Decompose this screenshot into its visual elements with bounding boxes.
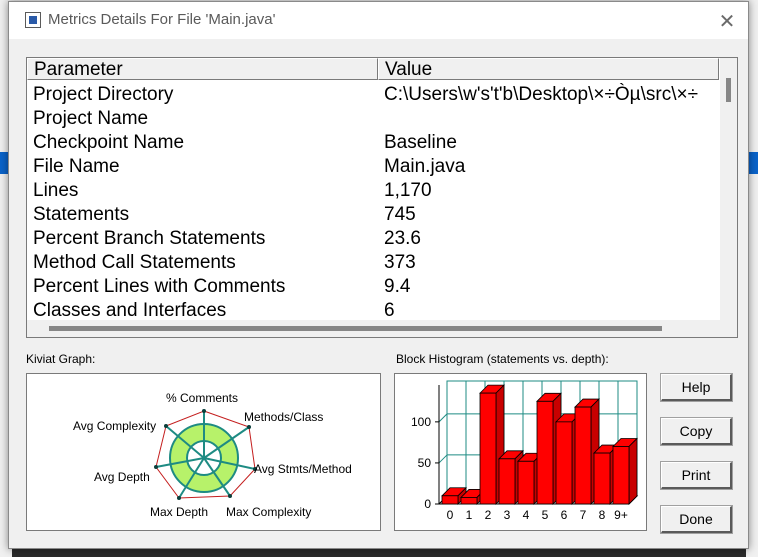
histogram-x-tick-label: 1 [466, 508, 473, 522]
histogram-y-tick-label: 100 [411, 415, 431, 429]
histogram-bar [498, 458, 516, 505]
table-row[interactable]: Checkpoint Name Baseline [27, 131, 719, 155]
kiviat-axis-label: Avg Depth [94, 470, 150, 484]
value-cell: Main.java [384, 156, 466, 177]
kiviat-spokes [155, 411, 256, 499]
histogram-bar [441, 495, 459, 505]
vertical-scrollbar[interactable] [720, 58, 737, 320]
kiviat-axis-label: Methods/Class [244, 410, 323, 424]
background-selected-row-left [0, 152, 10, 174]
value-cell: 6 [384, 300, 395, 321]
kiviat-axis-label: Avg Complexity [73, 419, 156, 433]
kiviat-label: Kiviat Graph: [26, 352, 96, 366]
histogram-bar [593, 452, 611, 505]
value-cell: 23.6 [384, 228, 421, 249]
window-icon [25, 12, 41, 28]
print-button[interactable]: Print [660, 461, 733, 490]
table-row[interactable]: Project Directory C:\Users\w's't'b\Deskto… [27, 83, 719, 107]
value-cell: Baseline [384, 132, 457, 153]
title-bar[interactable]: Metrics Details For File 'Main.java' ✕ [9, 2, 748, 39]
param-cell: File Name [33, 156, 120, 177]
spoke-methods-class [203, 426, 250, 459]
table-row[interactable]: Project Name [27, 107, 719, 131]
horizontal-scrollbar[interactable] [27, 320, 737, 337]
spoke-avg-depth [155, 457, 205, 468]
column-header-value[interactable]: Value [378, 58, 719, 80]
value-cell: 745 [384, 204, 416, 225]
kiviat-outline [155, 410, 256, 499]
table-row[interactable]: File Name Main.java [27, 155, 719, 179]
histogram-y-tick-label: 50 [418, 456, 432, 470]
dialog-title: Metrics Details For File 'Main.java' [48, 11, 276, 28]
value-cell: 373 [384, 252, 416, 273]
table-row[interactable]: Lines 1,170 [27, 179, 719, 203]
kiviat-points [154, 409, 257, 500]
histogram-bar [517, 460, 535, 505]
param-cell: Project Directory [33, 84, 174, 105]
histogram-x-tick-label: 3 [504, 508, 511, 522]
histogram-x-tick-label: 4 [523, 508, 530, 522]
histogram-bar [612, 446, 630, 505]
histogram-x-tick-label: 5 [542, 508, 549, 522]
histogram-x-tick-label: 0 [447, 508, 454, 522]
kiviat-axis-label: % Comments [166, 391, 238, 405]
histogram-x-tick-label: 7 [580, 508, 587, 522]
table-row[interactable]: Method Call Statements 373 [27, 251, 719, 275]
table-row[interactable]: Classes and Interfaces 6 [27, 299, 719, 323]
vertical-scroll-thumb[interactable] [726, 78, 731, 102]
param-cell: Checkpoint Name [33, 132, 185, 153]
done-button[interactable]: Done [660, 505, 733, 534]
histogram-bar [536, 400, 554, 505]
horizontal-scroll-thumb[interactable] [49, 326, 662, 331]
copy-button[interactable]: Copy [660, 417, 733, 446]
histogram-x-tick-label: 2 [485, 508, 492, 522]
spoke-avg-stmts [203, 457, 256, 470]
histogram-x-tick-label: 9+ [614, 508, 628, 522]
histogram-x-tick-label: 8 [599, 508, 606, 522]
close-button[interactable]: ✕ [718, 9, 736, 33]
kiviat-graph: % Comments Methods/Class Avg Stmts/Metho… [26, 373, 381, 531]
kiviat-axis-label: Max Complexity [226, 505, 311, 519]
metrics-table[interactable]: Parameter Value Project Directory C:\User… [26, 57, 738, 338]
table-row[interactable]: Percent Lines with Comments 9.4 [27, 275, 719, 299]
histogram-bar [574, 406, 592, 505]
param-cell: Percent Branch Statements [33, 228, 266, 249]
value-cell: 9.4 [384, 276, 411, 297]
param-cell: Project Name [33, 108, 149, 129]
histogram-bar [555, 421, 573, 505]
histogram-bar [460, 497, 478, 505]
histogram-bar [479, 392, 497, 505]
table-body: Project Directory C:\Users\w's't'b\Deskto… [27, 83, 719, 323]
kiviat-axis-label: Max Depth [150, 505, 208, 519]
param-cell: Percent Lines with Comments [33, 276, 286, 297]
help-button[interactable]: Help [660, 373, 733, 402]
block-histogram: 0 50 100 0 1 2 3 4 5 6 7 8 9+ [394, 373, 647, 531]
kiviat-svg: % Comments Methods/Class Avg Stmts/Metho… [73, 391, 352, 519]
histogram-gridline [438, 454, 448, 464]
histogram-label: Block Histogram (statements vs. depth): [396, 352, 609, 366]
spoke-max-depth [178, 457, 205, 499]
param-cell: Method Call Statements [33, 252, 236, 273]
param-cell: Statements [33, 204, 130, 225]
value-cell: C:\Users\w's't'b\Desktop\×÷Òµ\src\×÷ [384, 84, 699, 105]
histogram-gridline [438, 413, 448, 423]
param-cell: Lines [33, 180, 79, 201]
histogram-y-tick-label: 0 [424, 497, 431, 511]
value-cell: 1,170 [384, 180, 432, 201]
spoke-max-complexity [203, 457, 231, 497]
table-header: Parameter Value [27, 58, 719, 82]
kiviat-axis-label: Avg Stmts/Method [254, 462, 352, 476]
table-row[interactable]: Percent Branch Statements 23.6 [27, 227, 719, 251]
histogram-x-tick-label: 6 [561, 508, 568, 522]
column-header-parameter[interactable]: Parameter [27, 58, 378, 80]
spoke-avg-complexity [165, 425, 205, 459]
table-row[interactable]: Statements 745 [27, 203, 719, 227]
param-cell: Classes and Interfaces [33, 300, 227, 321]
metrics-details-dialog: Metrics Details For File 'Main.java' ✕ P… [8, 1, 749, 549]
histogram-bar-side [628, 437, 638, 505]
